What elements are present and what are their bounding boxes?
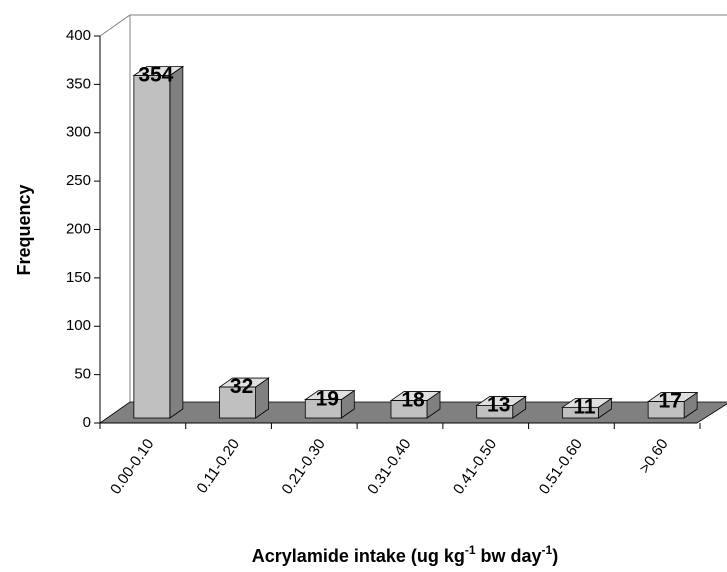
x-tick-label: 0.51-0.60 bbox=[536, 436, 586, 498]
y-tick-label: 300 bbox=[66, 124, 91, 141]
y-tick-label: 50 bbox=[74, 366, 91, 383]
value-label: 354 bbox=[138, 64, 173, 87]
bar-front bbox=[304, 399, 342, 419]
value-label: 19 bbox=[316, 388, 339, 411]
bar-front bbox=[133, 75, 171, 419]
x-title-sup: -1 bbox=[542, 543, 553, 557]
y-tick-label: 100 bbox=[66, 317, 91, 334]
x-tick-label: 0.31-0.40 bbox=[364, 436, 414, 498]
x-tick-label: 0.41-0.50 bbox=[450, 436, 500, 498]
x-title-part: ) bbox=[552, 546, 558, 566]
y-tick-label: 250 bbox=[66, 172, 91, 189]
bar bbox=[218, 377, 270, 419]
y-tick-label: 0 bbox=[83, 414, 91, 431]
bar-front bbox=[647, 401, 685, 419]
x-title-sup: -1 bbox=[465, 543, 476, 557]
bar bbox=[475, 395, 527, 419]
y-tick-label: 400 bbox=[66, 27, 91, 44]
bar bbox=[646, 391, 699, 419]
y-tick-label: 350 bbox=[66, 75, 91, 92]
value-label: 11 bbox=[573, 395, 596, 418]
bar-side bbox=[169, 65, 184, 419]
x-title-part: Acrylamide intake (ug kg bbox=[252, 546, 465, 566]
bar bbox=[561, 397, 613, 419]
bar bbox=[132, 65, 185, 419]
value-label: 32 bbox=[230, 375, 253, 398]
bar-front bbox=[562, 406, 599, 419]
walls bbox=[99, 14, 727, 402]
value-label: 18 bbox=[401, 389, 425, 412]
bar-front bbox=[390, 400, 428, 419]
bar-front bbox=[219, 386, 256, 419]
x-title-part: bw day bbox=[476, 546, 542, 566]
bar-front bbox=[476, 405, 514, 419]
x-tick-label: 0.11-0.20 bbox=[193, 436, 243, 497]
x-tick-label: 0.21-0.30 bbox=[279, 436, 329, 498]
value-label: 17 bbox=[658, 390, 681, 413]
x-axis-title: Acrylamide intake (ug kg-1 bw day-1) bbox=[252, 543, 558, 566]
x-tick-label: 0.00-0.10 bbox=[107, 436, 157, 498]
bar bbox=[304, 389, 356, 419]
x-tick-label: >0.60 bbox=[636, 436, 672, 477]
bar bbox=[389, 390, 442, 419]
y-axis-title: Frequency bbox=[14, 184, 34, 275]
y-tick-label: 200 bbox=[66, 220, 91, 237]
back-wall-top bbox=[99, 14, 727, 37]
y-tick-label: 150 bbox=[66, 269, 91, 286]
value-label: 13 bbox=[487, 393, 510, 416]
